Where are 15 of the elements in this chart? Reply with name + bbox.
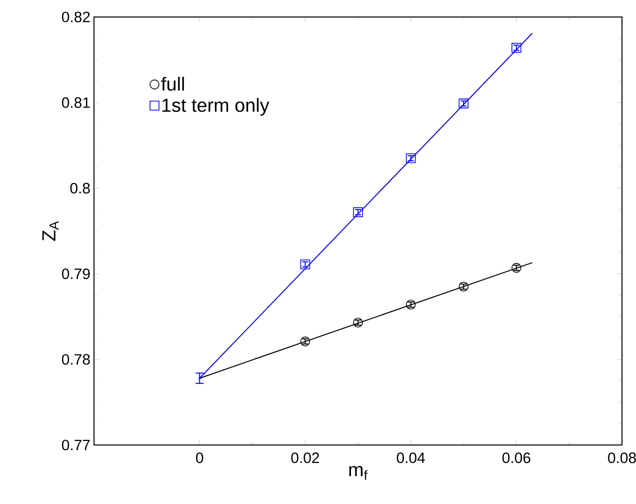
x-axis-title: m$_{f}$ xyxy=(349,466,368,480)
legend-label: 1st term only xyxy=(162,98,270,116)
y-tick-label: 0.77 xyxy=(62,440,90,450)
legend-label: full xyxy=(161,76,184,91)
x-tick-label: 0.04 xyxy=(396,452,425,464)
y-tick-label: 0.78 xyxy=(62,354,90,365)
y-tick-label: 0.79 xyxy=(62,268,90,280)
x-tick-label: 0.02 xyxy=(291,452,319,464)
x-tick-label: 0 xyxy=(196,452,204,464)
y-tick-label: 0.8 xyxy=(70,182,90,194)
y-tick-label: 0.82 xyxy=(62,12,90,22)
x-tick-label: 0.08 xyxy=(608,452,636,464)
y-axis-title: Z$_{A}$ xyxy=(42,221,59,241)
y-tick-label: 0.81 xyxy=(62,97,90,108)
x-tick-label: 0.06 xyxy=(502,452,530,464)
